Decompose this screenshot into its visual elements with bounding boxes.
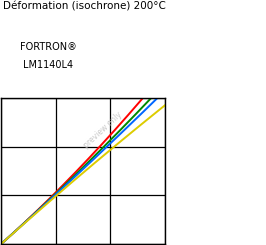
Text: FORTRON®: FORTRON® bbox=[20, 42, 77, 52]
Text: Déformation (isochrone) 200°C: Déformation (isochrone) 200°C bbox=[3, 1, 165, 11]
Text: LM1140L4: LM1140L4 bbox=[23, 60, 73, 70]
Text: preview only: preview only bbox=[82, 110, 124, 150]
